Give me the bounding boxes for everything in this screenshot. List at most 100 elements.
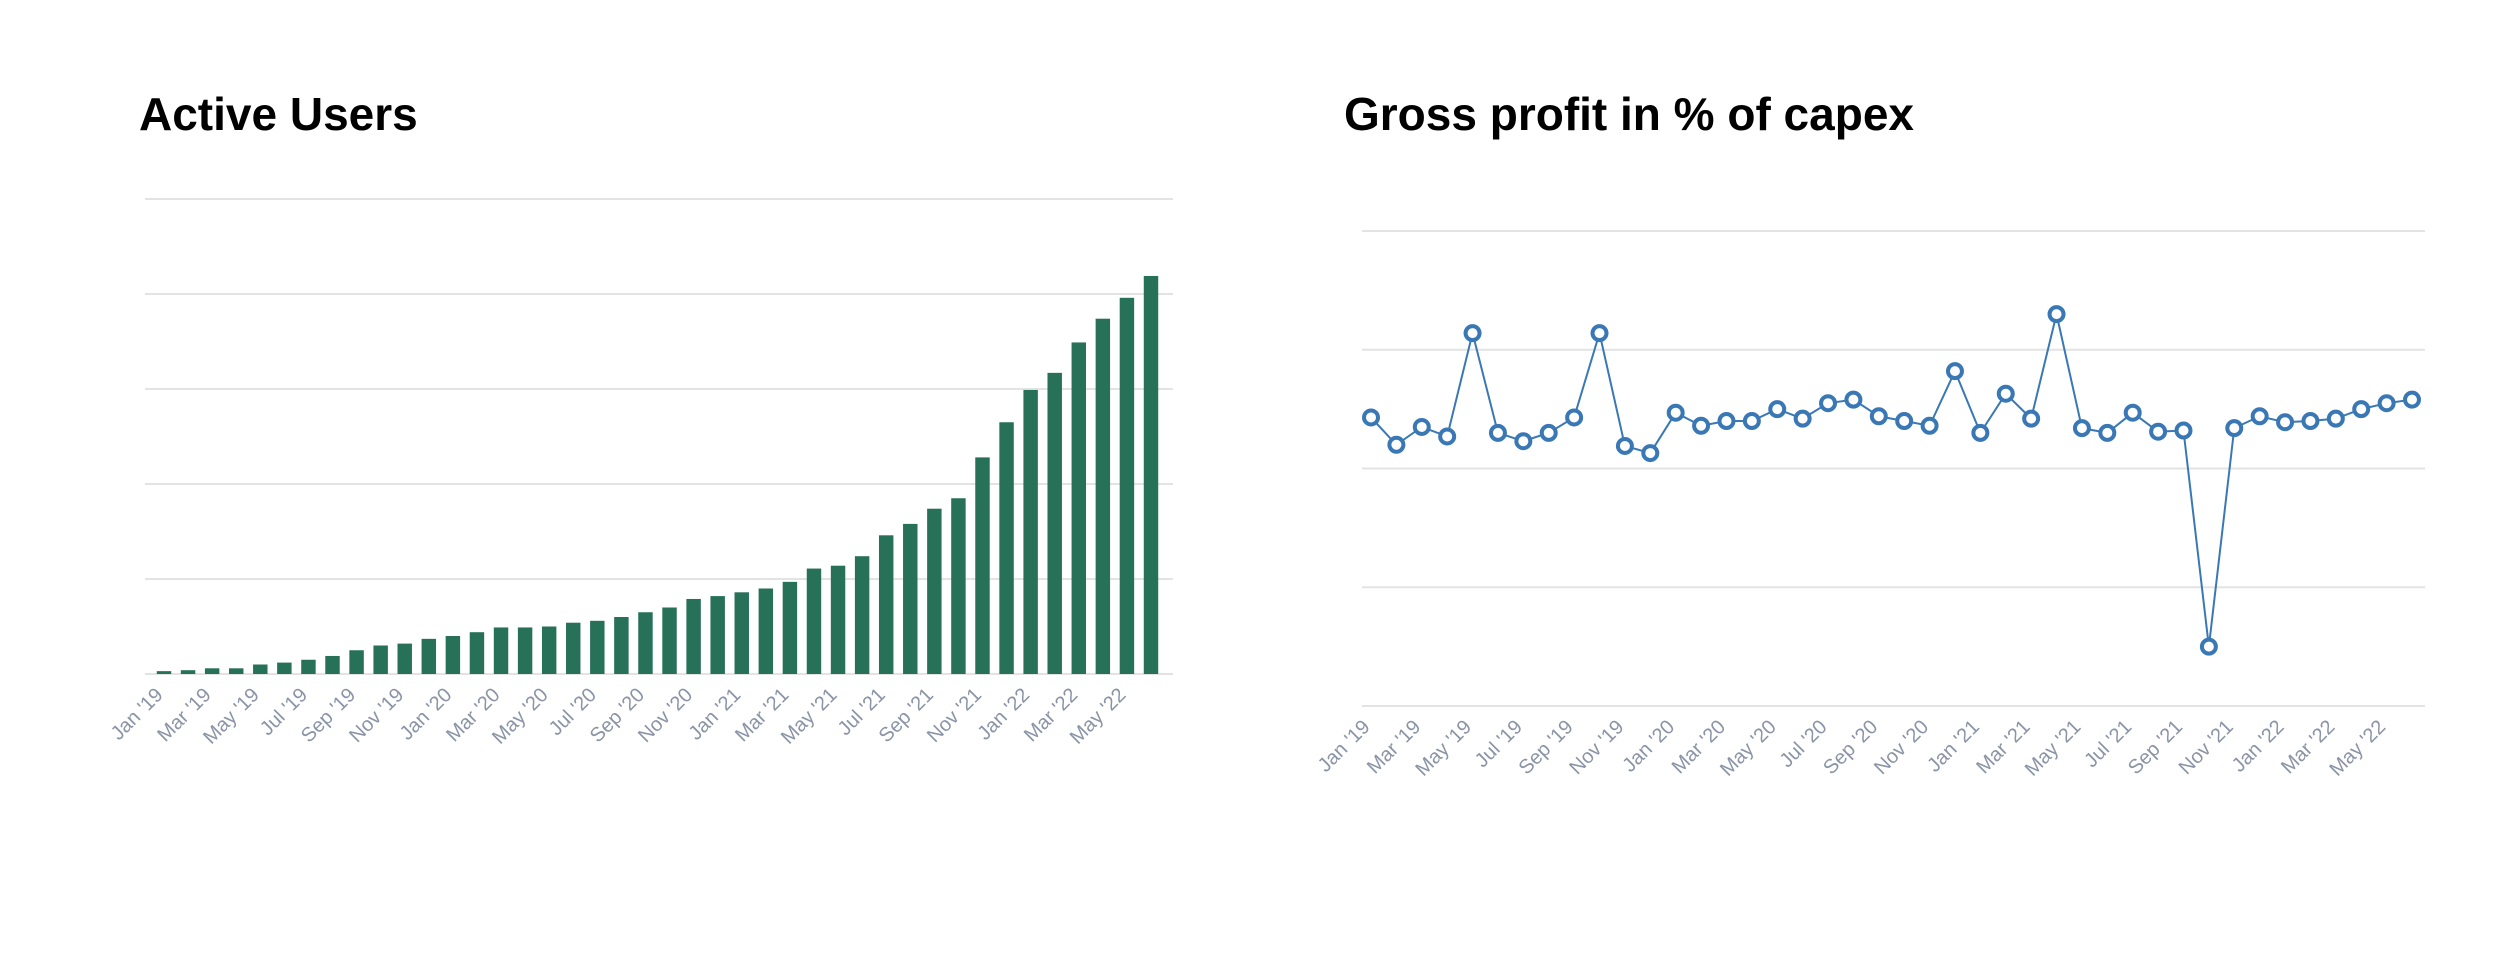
bar	[830, 565, 846, 674]
bar	[325, 655, 340, 674]
point	[1590, 324, 1609, 343]
bar	[397, 643, 412, 674]
point	[1615, 436, 1634, 455]
point	[2225, 419, 2244, 438]
x-tick-label: Jan '21	[1923, 716, 1984, 777]
bar	[541, 626, 557, 674]
point	[1666, 403, 1685, 422]
x-tick-label: May '20	[1716, 716, 1781, 781]
x-tick-label: May '19	[1411, 716, 1476, 781]
x-tick-label: May '22	[2326, 716, 2391, 781]
point	[1565, 408, 1584, 427]
bar	[662, 607, 677, 674]
point	[1996, 384, 2015, 403]
bar	[373, 645, 388, 674]
x-tick-label: Jan '22	[2228, 716, 2289, 777]
point	[1920, 416, 1939, 435]
point	[1895, 412, 1914, 430]
point	[2098, 423, 2117, 442]
point	[2377, 394, 2396, 413]
chart-title: Active Users	[139, 88, 418, 140]
x-tick-label: Sep '21	[2124, 716, 2187, 779]
bar	[566, 622, 581, 674]
point	[1945, 362, 1964, 381]
point	[1742, 412, 1761, 430]
bar	[204, 668, 220, 674]
point	[1971, 423, 1990, 442]
point	[2199, 637, 2218, 656]
point	[1412, 417, 1431, 436]
bar	[277, 662, 292, 674]
point	[1793, 409, 1812, 428]
x-tick-label: Jan '20	[1618, 716, 1679, 777]
point	[1488, 423, 1507, 442]
bar	[180, 670, 196, 674]
bar	[927, 508, 942, 674]
point	[2149, 422, 2168, 441]
point	[1717, 412, 1736, 430]
point	[1463, 324, 1482, 343]
bar	[421, 638, 437, 674]
point	[2047, 305, 2066, 324]
bar	[1095, 318, 1111, 674]
bar	[710, 596, 725, 674]
x-tick-label: Nov '19	[345, 684, 408, 747]
point	[1869, 407, 1888, 426]
point	[1819, 394, 1838, 413]
bar	[734, 592, 749, 674]
bar	[445, 636, 461, 674]
point	[2250, 407, 2269, 426]
point	[2352, 400, 2371, 419]
point	[1692, 416, 1711, 435]
bar	[469, 632, 485, 674]
bar	[638, 612, 653, 674]
x-tick-label: May '21	[2021, 716, 2086, 781]
x-tick-label: Nov '21	[2175, 716, 2238, 779]
bar	[999, 422, 1014, 674]
point	[1514, 432, 1533, 451]
point	[1387, 435, 1406, 454]
point	[2403, 390, 2421, 409]
bar	[878, 535, 894, 674]
point	[2174, 421, 2193, 440]
x-tick-label: Nov '19	[1565, 716, 1628, 779]
point	[2022, 409, 2041, 428]
bar	[614, 617, 629, 674]
bar	[903, 523, 918, 674]
x-tick-label: Sep '20	[1819, 716, 1882, 779]
bar	[1047, 372, 1062, 674]
bar	[1071, 342, 1087, 674]
bar	[253, 664, 268, 674]
point	[1362, 408, 1380, 427]
point	[1438, 427, 1457, 446]
point	[2326, 409, 2345, 428]
bar	[951, 498, 966, 674]
bar	[301, 659, 316, 674]
bar	[156, 671, 172, 674]
x-tick-label: Jan '19	[1314, 716, 1375, 777]
bar	[854, 556, 870, 674]
bar	[228, 668, 244, 674]
line	[1370, 313, 2413, 647]
x-tick-label: Nov '21	[923, 684, 986, 747]
bar	[782, 581, 798, 674]
point	[1641, 444, 1660, 463]
bar	[758, 588, 774, 674]
point	[2301, 412, 2320, 430]
point	[1768, 400, 1787, 419]
bar	[1143, 275, 1159, 674]
bar	[686, 598, 701, 674]
point	[1844, 390, 1863, 409]
bar	[349, 650, 364, 674]
chart-title: Gross profit in % of capex	[1344, 88, 1914, 140]
bar	[517, 627, 533, 674]
x-tick-label: Nov '20	[1870, 716, 1933, 779]
point	[2123, 403, 2142, 422]
bar	[493, 627, 509, 674]
bar	[590, 620, 605, 674]
bar	[806, 568, 822, 674]
x-tick-label: Sep '19	[1515, 716, 1578, 779]
point	[2072, 419, 2091, 438]
bar	[1119, 297, 1135, 674]
